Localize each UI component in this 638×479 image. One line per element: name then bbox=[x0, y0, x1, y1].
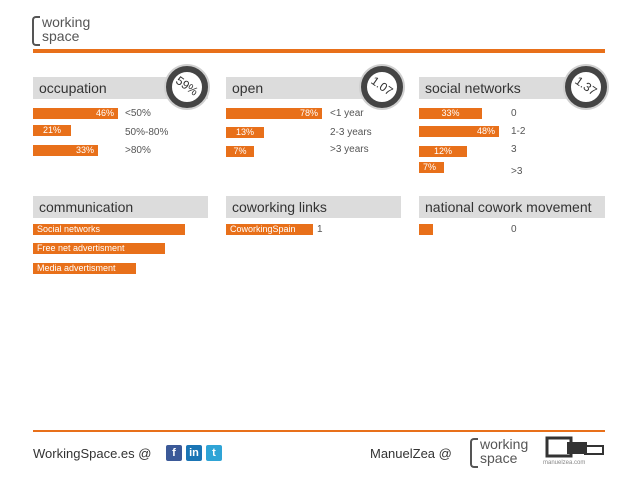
communication-bar-1: Social networks bbox=[33, 224, 185, 235]
occupation-label-3: >80% bbox=[125, 145, 151, 156]
linkedin-icon[interactable]: in bbox=[186, 445, 202, 461]
occupation-label-2: 50%-80% bbox=[125, 127, 169, 138]
footer-left-text: WorkingSpace.es @ bbox=[33, 446, 152, 461]
social-bar-4: 7% bbox=[419, 162, 444, 173]
communication-bar-2: Free net advertisment bbox=[33, 243, 165, 254]
occupation-bar-1: 46% bbox=[33, 108, 118, 119]
manuelzea-caption: manuelzea.com bbox=[543, 460, 586, 466]
open-badge bbox=[361, 66, 403, 108]
top-divider bbox=[33, 49, 605, 53]
social-label-1: 0 bbox=[511, 108, 517, 119]
national-cowork-bar bbox=[419, 224, 433, 235]
bottom-divider bbox=[33, 430, 605, 432]
open-label-1: <1 year bbox=[330, 108, 364, 119]
coworking-value: 1 bbox=[317, 224, 323, 235]
coworking-links-header: coworking links bbox=[226, 196, 401, 218]
national-cowork-value: 0 bbox=[511, 224, 517, 235]
social-label-2: 1-2 bbox=[511, 126, 526, 137]
occupation-label-1: <50% bbox=[125, 108, 151, 119]
occupation-header: occupation bbox=[33, 77, 208, 99]
social-networks-header: social networks bbox=[419, 77, 605, 99]
footer-right-text: ManuelZea @ bbox=[370, 446, 452, 461]
open-label-3: >3 years bbox=[330, 144, 369, 155]
coworking-bar: CoworkingSpain bbox=[226, 224, 313, 235]
open-bar-1: 78% bbox=[226, 108, 322, 119]
workingspace-logo: working space bbox=[32, 14, 102, 48]
open-header: open bbox=[226, 77, 401, 99]
social-label-3: 3 bbox=[511, 144, 517, 155]
national-cowork-header: national cowork movement bbox=[419, 196, 605, 218]
social-bar-3: 12% bbox=[419, 146, 467, 157]
open-label-2: 2-3 years bbox=[330, 127, 372, 138]
facebook-icon[interactable]: f bbox=[166, 445, 182, 461]
workingspace-footer-logo: working space bbox=[470, 436, 540, 470]
social-bar-1: 33% bbox=[419, 108, 482, 119]
social-label-4: >3 bbox=[511, 166, 523, 177]
manuelzea-logo bbox=[545, 436, 605, 458]
communication-header: communication bbox=[33, 196, 208, 218]
occupation-bar-2: 21% bbox=[33, 125, 71, 136]
communication-bar-3: Media advertisment bbox=[33, 263, 136, 274]
occupation-badge bbox=[166, 66, 208, 108]
social-networks-badge bbox=[565, 66, 607, 108]
occupation-bar-3: 33% bbox=[33, 145, 98, 156]
open-bar-3: 7% bbox=[226, 146, 254, 157]
twitter-icon[interactable]: t bbox=[206, 445, 222, 461]
social-bar-2: 48% bbox=[419, 126, 499, 137]
open-bar-2: 13% bbox=[226, 127, 264, 138]
